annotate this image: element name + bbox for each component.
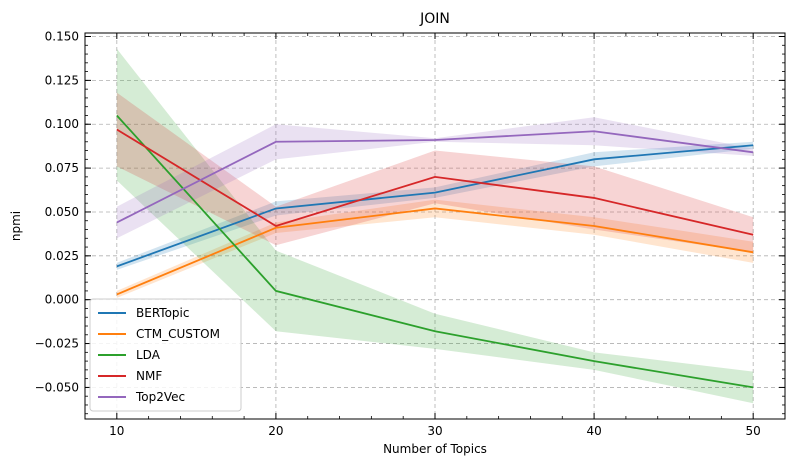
line-bertopic <box>116 144 754 268</box>
x-tick-label: 50 <box>746 424 761 438</box>
legend-label-top2vec: Top2Vec <box>135 390 185 404</box>
band-bertopic <box>116 141 754 270</box>
confidence-bands <box>116 48 754 404</box>
legend-box <box>89 298 242 412</box>
y-tick-label: 0.000 <box>45 293 79 307</box>
legend-label-bertopic: BERTopic <box>136 306 189 320</box>
band-lda <box>116 48 754 404</box>
y-tick-label: 0.025 <box>45 249 79 263</box>
line-lda <box>116 114 754 389</box>
y-tick-label: 0.125 <box>45 73 79 87</box>
x-axis-label: Number of Topics <box>383 442 487 456</box>
legend-label-nmf: NMF <box>136 369 162 383</box>
legend: BERTopic CTM_CUSTOM LDA NMF Top2Vec <box>89 298 242 412</box>
x-tick-label: 40 <box>586 424 601 438</box>
x-tick-label: 20 <box>268 424 283 438</box>
y-tick-label: 0.075 <box>45 161 79 175</box>
y-tick-label: 0.050 <box>45 205 79 219</box>
y-tick-label: −0.025 <box>35 337 79 351</box>
series-lines <box>116 114 754 389</box>
y-tick-label: 0.100 <box>45 117 79 131</box>
x-tick-label: 10 <box>109 424 124 438</box>
line-nmf <box>116 128 754 236</box>
y-axis-label: npmi <box>9 211 23 241</box>
chart-title: JOIN <box>419 11 450 27</box>
line-ctm_custom <box>116 207 754 296</box>
band-nmf <box>116 92 754 253</box>
y-tick-label: −0.050 <box>35 380 79 394</box>
band-ctm_custom <box>116 199 754 298</box>
x-tick-label: 30 <box>427 424 442 438</box>
axis-ticks: −0.050 −0.025 0.000 0.025 0.050 0.075 0.100 0.1… <box>35 30 786 438</box>
legend-label-lda: LDA <box>136 348 161 362</box>
y-tick-label: 0.150 <box>45 30 79 44</box>
band-top2vec <box>116 117 754 239</box>
line-top2vec <box>116 130 754 224</box>
legend-label-ctm_custom: CTM_CUSTOM <box>136 327 220 341</box>
